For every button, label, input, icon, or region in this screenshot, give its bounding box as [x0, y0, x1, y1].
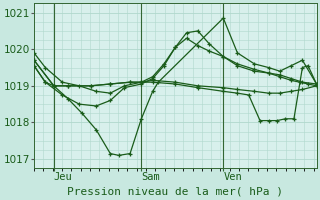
X-axis label: Pression niveau de la mer( hPa ): Pression niveau de la mer( hPa ): [67, 187, 283, 197]
